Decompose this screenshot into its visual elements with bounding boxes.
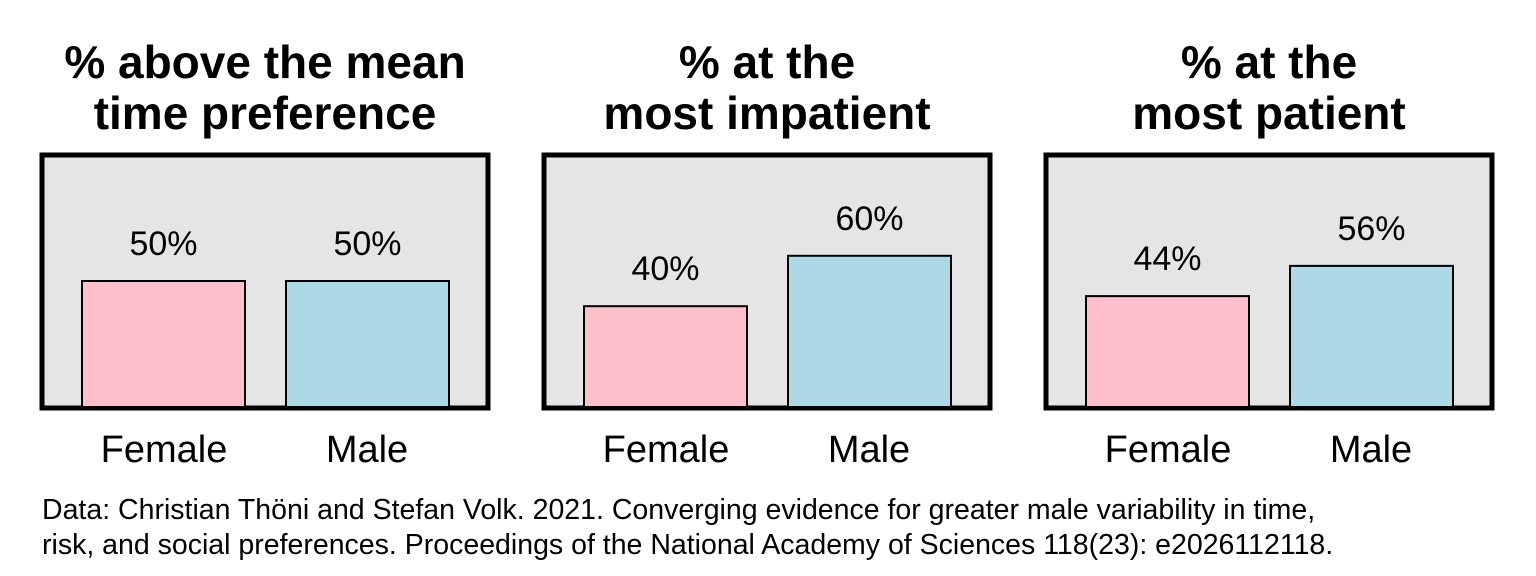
panel-3-category-label-male: Male — [1330, 429, 1412, 471]
panel-3-title-line-2: most patient — [1132, 87, 1405, 139]
panel-1-bar-female — [81, 280, 246, 408]
panel-3-category-label-female: Female — [1105, 429, 1232, 471]
caption: Data: Christian Thöni and Stefan Volk. 2… — [42, 493, 1522, 563]
panel-1-category-label-male: Male — [326, 429, 408, 471]
panel-3-value-label-male: 56% — [1337, 210, 1405, 248]
panel-2-bar-female — [583, 305, 748, 409]
panel-2-value-label-female: 40% — [631, 250, 699, 288]
panel-1-value-label-male: 50% — [333, 225, 401, 263]
caption-line-2: risk, and social preferences. Proceeding… — [42, 529, 1334, 561]
panel-3-value-label-female: 44% — [1133, 240, 1201, 278]
panel-2-category-label-male: Male — [828, 429, 910, 471]
caption-line-1: Data: Christian Thöni and Stefan Volk. 2… — [42, 494, 1316, 526]
panel-1-value-label-female: 50% — [129, 225, 197, 263]
panel-3-bar-female — [1085, 295, 1250, 408]
panel-2-bar-male — [787, 254, 952, 408]
panel-1-title-line-2: time preference — [94, 87, 437, 139]
panel-2-category-label-female: Female — [603, 429, 730, 471]
panel-2-title-line-1: % at the — [679, 36, 855, 88]
panel-1-title-line-1: % above the mean — [64, 36, 465, 88]
panel-1-category-label-female: Female — [101, 429, 228, 471]
panel-2-value-label-male: 60% — [835, 200, 903, 238]
panel-3-title-line-1: % at the — [1181, 36, 1357, 88]
panel-3-bar-male — [1289, 264, 1454, 408]
panel-2-title-line-2: most impatient — [603, 87, 930, 139]
panel-1-bar-male — [285, 280, 450, 408]
